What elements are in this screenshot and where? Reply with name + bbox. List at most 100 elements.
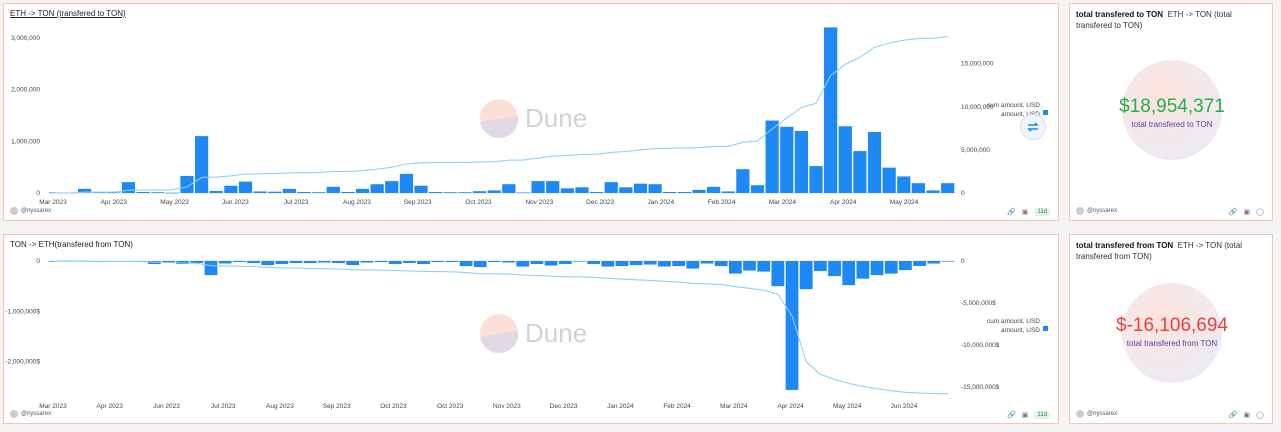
bar bbox=[558, 261, 572, 265]
legend-amount: amount, USD bbox=[1001, 327, 1040, 334]
bar bbox=[107, 192, 121, 194]
link-icon[interactable]: 🔗 bbox=[1228, 209, 1238, 216]
counter-title[interactable]: total transfered to TON ETH -> TON (tota… bbox=[1076, 9, 1266, 31]
camera-icon[interactable]: ▣ bbox=[1243, 209, 1251, 216]
counter-value: $18,954,371 bbox=[1119, 96, 1225, 117]
bar bbox=[757, 261, 771, 272]
author[interactable]: @nyssarex bbox=[10, 410, 51, 418]
y2-tick-label: 10,000,000 bbox=[961, 104, 994, 111]
bar bbox=[151, 192, 165, 193]
panel-actions: 🔗 ▣ 11d bbox=[1007, 208, 1050, 216]
x-tick-label: Apr 2023 bbox=[101, 199, 128, 206]
bar bbox=[445, 261, 459, 263]
camera-icon[interactable]: ▣ bbox=[1021, 209, 1029, 216]
bar bbox=[317, 261, 331, 263]
bar bbox=[289, 261, 303, 264]
bar bbox=[714, 261, 728, 267]
link-icon[interactable]: 🔗 bbox=[1007, 412, 1016, 419]
bar bbox=[672, 261, 686, 267]
swap-button[interactable] bbox=[1020, 114, 1046, 140]
bar bbox=[771, 261, 785, 287]
bar bbox=[190, 261, 204, 264]
bar bbox=[370, 184, 384, 193]
bar bbox=[247, 261, 260, 264]
counter-background bbox=[1122, 60, 1222, 160]
bar bbox=[332, 261, 345, 264]
bar bbox=[261, 261, 275, 266]
y-tick-label: 0 bbox=[36, 190, 40, 197]
bar bbox=[913, 261, 926, 267]
bar bbox=[658, 261, 671, 267]
bar bbox=[573, 261, 586, 262]
chart-title[interactable]: ETH -> TON (transfered to TON) bbox=[10, 9, 126, 18]
cum-line bbox=[55, 260, 948, 395]
x-tick-label: Oct 2023 bbox=[465, 199, 492, 206]
bar bbox=[502, 261, 515, 263]
legend-cum: cum amount, USD bbox=[987, 102, 1040, 109]
bar bbox=[615, 261, 629, 267]
bar bbox=[530, 261, 544, 265]
y-tick-label: 0 bbox=[36, 258, 40, 265]
x-tick-label: Aug 2023 bbox=[266, 403, 294, 410]
counter-title[interactable]: total transfered from TON ETH -> TON (to… bbox=[1076, 240, 1266, 262]
bar bbox=[648, 184, 662, 193]
bar bbox=[663, 191, 677, 193]
y-tick-label: 2,000,000 bbox=[11, 87, 40, 94]
bar bbox=[799, 261, 813, 290]
avatar bbox=[1076, 410, 1084, 418]
bar bbox=[399, 173, 414, 193]
bar bbox=[856, 261, 870, 279]
bar bbox=[443, 192, 457, 193]
bar bbox=[828, 261, 841, 277]
camera-icon[interactable]: ▣ bbox=[1243, 412, 1251, 419]
legend-swatch bbox=[1043, 326, 1048, 331]
author[interactable]: @nyssarex bbox=[1076, 410, 1117, 418]
bar bbox=[897, 176, 911, 193]
bar bbox=[487, 190, 501, 193]
y2-tick-label: 15,000,000 bbox=[961, 61, 994, 68]
bar bbox=[414, 185, 428, 193]
chart-title[interactable]: TON -> ETH(transfered from TON) bbox=[10, 240, 133, 249]
bar bbox=[700, 261, 714, 264]
bar bbox=[824, 27, 838, 193]
bar bbox=[429, 191, 443, 193]
y2-tick-label: -5,000,000$ bbox=[961, 300, 996, 307]
expand-icon[interactable]: ◯ bbox=[1256, 412, 1264, 419]
x-tick-label: Jun 2023 bbox=[153, 403, 180, 410]
bar bbox=[911, 183, 926, 193]
bar bbox=[238, 181, 253, 193]
bar bbox=[77, 188, 92, 193]
bar bbox=[838, 126, 852, 193]
x-tick-label: Apr 2024 bbox=[777, 403, 804, 410]
bar bbox=[575, 187, 589, 193]
x-tick-label: Apr 2023 bbox=[97, 403, 124, 410]
bar bbox=[136, 191, 150, 193]
author[interactable]: @nyssarex bbox=[10, 207, 51, 215]
bar bbox=[341, 191, 355, 193]
author-name: @nyssarex bbox=[21, 208, 52, 214]
author-name: @nyssarex bbox=[21, 411, 52, 417]
x-tick-label: May 2023 bbox=[160, 199, 189, 206]
author-name: @nyssarex bbox=[1087, 411, 1118, 417]
counter-label: total transfered to TON bbox=[1131, 120, 1213, 129]
link-icon[interactable]: 🔗 bbox=[1007, 209, 1016, 216]
counter-title-bold: total transfered from TON bbox=[1076, 241, 1174, 250]
bar bbox=[374, 261, 388, 263]
x-tick-label: Mar 2024 bbox=[720, 403, 748, 410]
bar bbox=[941, 183, 955, 193]
x-tick-label: Jan 2024 bbox=[647, 199, 674, 206]
author[interactable]: @nyssarex bbox=[1076, 207, 1117, 215]
bar bbox=[326, 186, 340, 193]
watermark-text: Dune bbox=[525, 103, 587, 133]
x-tick-label: Jul 2023 bbox=[284, 199, 309, 206]
bar bbox=[604, 182, 618, 193]
bar bbox=[303, 261, 317, 264]
bar bbox=[121, 182, 136, 193]
bar bbox=[346, 261, 360, 266]
expand-icon[interactable]: ◯ bbox=[1256, 209, 1264, 216]
bar bbox=[882, 167, 896, 193]
legend-swatch bbox=[1043, 110, 1048, 115]
link-icon[interactable]: 🔗 bbox=[1228, 412, 1238, 419]
bar bbox=[587, 261, 601, 265]
camera-icon[interactable]: ▣ bbox=[1021, 412, 1029, 419]
